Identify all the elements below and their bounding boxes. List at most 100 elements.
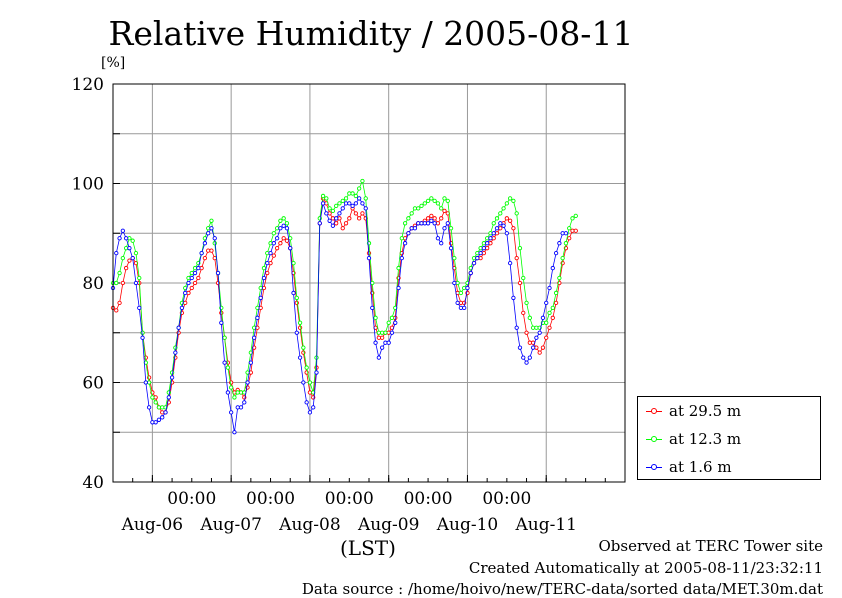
data-point [265, 270, 270, 276]
data-point [281, 223, 286, 228]
data-point [238, 405, 244, 410]
data-point [439, 241, 444, 246]
data-point [127, 246, 132, 251]
data-point [432, 198, 437, 204]
data-point [547, 325, 552, 330]
data-point [284, 226, 290, 231]
data-point [409, 211, 414, 216]
data-point [337, 201, 342, 206]
data-point [573, 228, 578, 233]
data-point [330, 208, 336, 214]
y-tick-label: 80 [82, 274, 104, 294]
data-point [225, 390, 231, 395]
data-point [376, 355, 381, 360]
data-point [540, 345, 546, 350]
data-point [114, 280, 119, 286]
data-point [334, 221, 339, 226]
data-point [383, 330, 388, 335]
legend: at 29.5 m at 12.3 m at 1.6 m [637, 396, 821, 480]
data-point [494, 226, 500, 231]
data-point [160, 415, 165, 420]
data-point [301, 380, 306, 385]
data-point [402, 241, 408, 246]
data-point [439, 216, 444, 221]
y-tick-label: 60 [82, 374, 104, 394]
data-point [537, 330, 542, 335]
data-point [373, 315, 378, 320]
data-point [120, 255, 126, 261]
data-point [547, 285, 552, 291]
data-point [442, 208, 447, 214]
data-point [386, 340, 391, 345]
data-point [419, 203, 424, 209]
data-point [350, 191, 355, 196]
data-point [297, 355, 303, 360]
data-point [370, 305, 375, 311]
x-tick-label: 00:00 [404, 489, 453, 509]
data-point [412, 226, 418, 231]
data-point [353, 193, 359, 199]
data-point [199, 250, 204, 256]
data-point [347, 201, 352, 206]
legend-item-1-6m: at 1.6 m [646, 457, 732, 477]
data-point [393, 320, 398, 325]
data-point [192, 270, 198, 276]
data-point [281, 216, 286, 221]
data-point [327, 206, 332, 211]
data-point [261, 275, 267, 281]
data-point [288, 246, 293, 251]
x-date-label: Aug-09 [357, 515, 419, 535]
data-point [340, 198, 345, 204]
data-point [544, 335, 549, 340]
data-point [114, 308, 119, 313]
data-point [504, 216, 509, 221]
data-point [120, 228, 126, 233]
data-point [550, 265, 555, 271]
data-point [232, 430, 237, 435]
data-point [379, 335, 385, 340]
data-point [360, 178, 365, 184]
data-point [117, 270, 122, 276]
data-point [416, 206, 421, 211]
data-point [163, 410, 168, 415]
data-point [153, 420, 158, 425]
data-point [324, 211, 329, 216]
data-point [389, 330, 395, 335]
data-point [445, 221, 450, 226]
data-point [150, 395, 155, 400]
x-tick-label: 00:00 [325, 489, 374, 509]
data-point [435, 236, 441, 241]
data-point [547, 310, 552, 315]
data-point [343, 196, 349, 201]
legend-marker-green [646, 429, 662, 449]
data-point [396, 265, 401, 271]
data-point [314, 370, 319, 375]
data-point [442, 226, 447, 231]
data-point [284, 221, 290, 226]
data-point [491, 231, 496, 236]
data-point [228, 385, 234, 390]
data-point [189, 285, 194, 291]
data-point [360, 201, 365, 206]
data-point [255, 315, 260, 320]
data-point [317, 221, 322, 226]
footer-source: Data source : /home/hoivo/new/TERC-data/… [301, 580, 823, 598]
data-point [291, 260, 296, 266]
data-point [169, 375, 175, 380]
data-point [534, 335, 539, 340]
data-point [498, 221, 503, 226]
data-point [445, 198, 450, 204]
data-point [307, 410, 313, 415]
data-point [491, 221, 496, 226]
data-point [573, 213, 578, 218]
data-point [189, 275, 194, 281]
x-date-label: Aug-10 [436, 515, 498, 535]
data-point [507, 260, 513, 266]
data-point [356, 216, 362, 221]
data-point [117, 236, 122, 241]
x-date-label: Aug-11 [514, 515, 576, 535]
data-point [137, 305, 142, 311]
data-point [307, 380, 313, 385]
data-point [425, 216, 431, 221]
